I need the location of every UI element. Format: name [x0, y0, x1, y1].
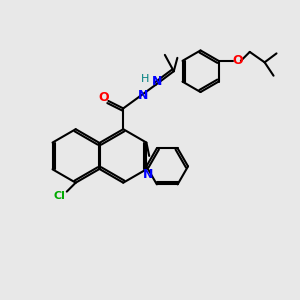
- Text: Cl: Cl: [53, 191, 65, 201]
- Text: O: O: [99, 92, 109, 104]
- Text: N: N: [152, 75, 163, 88]
- Text: N: N: [143, 168, 153, 181]
- Text: O: O: [232, 54, 243, 67]
- Text: N: N: [138, 88, 148, 101]
- Text: H: H: [141, 74, 150, 84]
